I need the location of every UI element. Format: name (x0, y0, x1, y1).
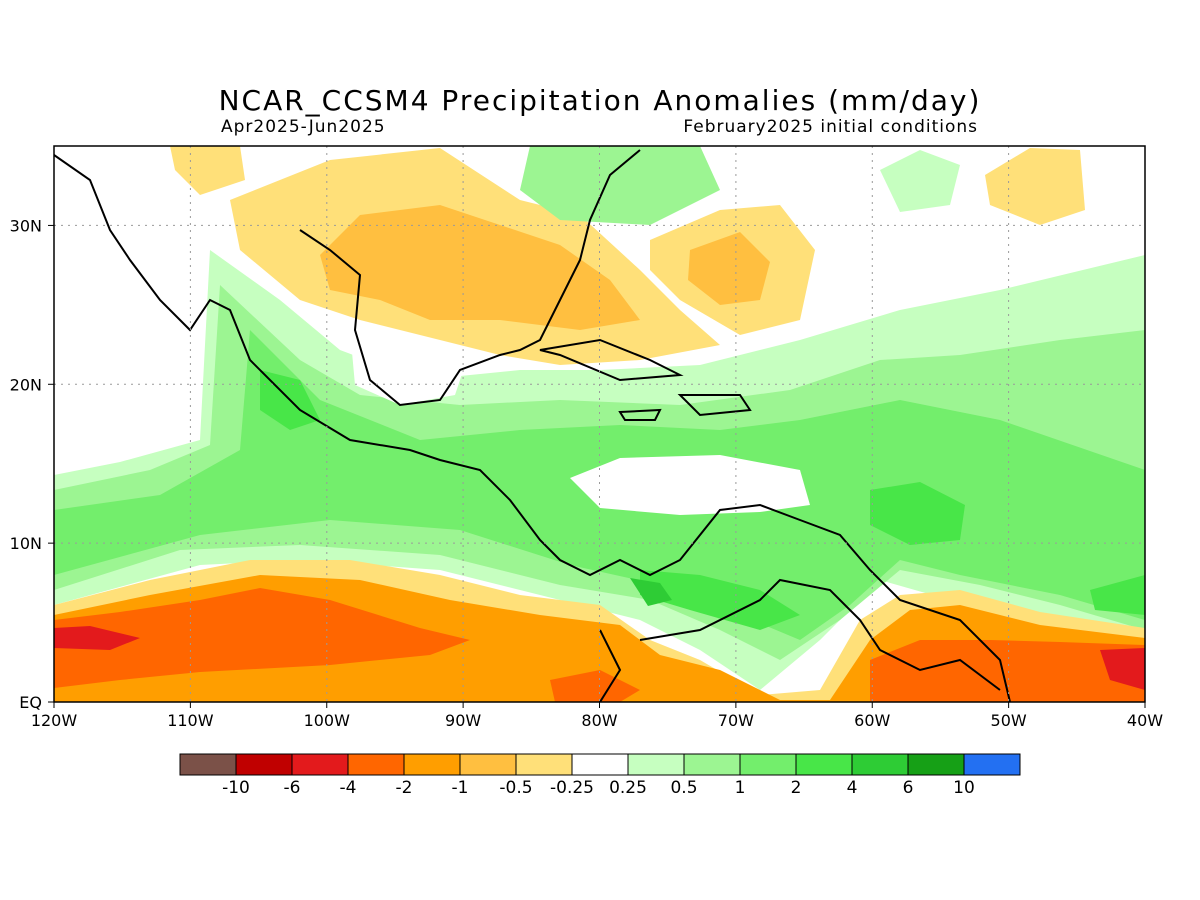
longitude-axis: 120W 110W 100W 90W 80W 70W 60W 50W 40W (31, 702, 1163, 730)
colorbar-swatch (963, 753, 1021, 776)
lat-tick-label: 30N (10, 216, 42, 235)
dry-north-top (170, 146, 245, 195)
lon-tick-label: 70W (718, 711, 754, 730)
colorbar-swatch (403, 753, 461, 776)
colorbar-swatch (235, 753, 293, 776)
colorbar-label: -4 (340, 778, 357, 798)
wet-southeast-us (520, 146, 720, 225)
initial-conditions: February2025 initial conditions (683, 117, 978, 137)
lon-tick-label: 40W (1127, 711, 1163, 730)
colorbar-swatch (851, 753, 909, 776)
wet-north-atlantic (880, 150, 960, 212)
coastlines (54, 149, 1011, 702)
neutral-caribbean (570, 455, 810, 515)
colorbar-swatch (179, 753, 237, 776)
lon-tick-label: 50W (991, 711, 1027, 730)
lon-tick-label: 110W (167, 711, 214, 730)
colorbar-label: 0.25 (609, 778, 647, 798)
map-grid (54, 146, 1145, 702)
colorbar-swatch (739, 753, 797, 776)
dry-south-4a (54, 626, 140, 650)
colorbar-label: -0.25 (550, 778, 594, 798)
wet-core-4 (630, 578, 672, 606)
colorbar-label: 10 (953, 778, 975, 798)
colorbar-label: -6 (284, 778, 301, 798)
wet-core-2c (870, 482, 965, 545)
colorbar-swatch (291, 753, 349, 776)
colorbar-swatch (627, 753, 685, 776)
colorbar-label: -2 (396, 778, 413, 798)
anomaly-field (54, 146, 1145, 702)
map-title: NCAR_CCSM4 Precipitation Anomalies (mm/d… (218, 84, 982, 117)
wet-core-2d (1090, 575, 1145, 615)
colorbar-label: -1 (452, 778, 469, 798)
lon-tick-label: 60W (854, 711, 890, 730)
colorbar-swatch (683, 753, 741, 776)
lon-tick-label: 80W (581, 711, 617, 730)
colorbar-label: 0.5 (670, 778, 697, 798)
colorbar-swatch (571, 753, 629, 776)
colorbar: -10 -6 -4 -2 -1 -0.5 -0.25 0.25 0.5 1 2 4 6 10 (179, 753, 1021, 798)
dry-northeast (985, 148, 1085, 225)
colorbar-label: 4 (847, 778, 858, 798)
wet-core-2b (640, 570, 800, 630)
colorbar-label: 6 (903, 778, 914, 798)
forecast-period: Apr2025-Jun2025 (221, 117, 386, 137)
colorbar-swatch (907, 753, 965, 776)
dry-south-2 (54, 588, 470, 688)
colorbar-label: -10 (222, 778, 250, 798)
colorbar-label: -0.5 (499, 778, 532, 798)
dry-south-2b (870, 640, 1145, 702)
colorbar-label: 2 (791, 778, 802, 798)
lat-tick-label: 10N (10, 534, 42, 553)
dry-south-2c (550, 670, 640, 702)
neutral-gulf (350, 330, 470, 405)
lon-tick-label: 90W (445, 711, 481, 730)
colorbar-swatch (795, 753, 853, 776)
lon-tick-label: 100W (304, 711, 351, 730)
dry-atlantic-0.5 (688, 232, 770, 305)
colorbar-label: 1 (735, 778, 746, 798)
lon-tick-label: 120W (31, 711, 78, 730)
colorbar-swatch (459, 753, 517, 776)
dry-south-4b (1100, 648, 1145, 690)
colorbar-swatch (515, 753, 573, 776)
lat-tick-label: 20N (10, 375, 42, 394)
colorbar-swatch (347, 753, 405, 776)
latitude-axis: EQ 10N 20N 30N (10, 216, 54, 712)
lat-tick-label: EQ (19, 693, 42, 712)
